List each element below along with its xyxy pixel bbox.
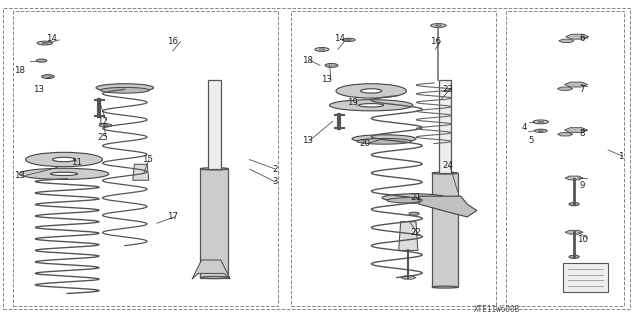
Polygon shape <box>557 87 573 90</box>
Ellipse shape <box>200 168 228 170</box>
Polygon shape <box>564 128 588 133</box>
Text: 20: 20 <box>359 139 371 148</box>
Text: 8: 8 <box>580 130 585 138</box>
Ellipse shape <box>361 89 381 93</box>
Polygon shape <box>208 80 221 169</box>
Ellipse shape <box>342 38 355 41</box>
Ellipse shape <box>538 130 543 131</box>
Text: 16: 16 <box>429 37 441 46</box>
Ellipse shape <box>569 255 579 258</box>
Polygon shape <box>565 176 583 180</box>
Ellipse shape <box>538 121 543 122</box>
Text: 1: 1 <box>618 152 623 161</box>
Text: XTE11W600B: XTE11W600B <box>474 305 520 314</box>
Text: 14: 14 <box>45 34 57 43</box>
Text: 4: 4 <box>522 123 527 132</box>
Ellipse shape <box>409 212 419 215</box>
Ellipse shape <box>99 124 112 127</box>
Ellipse shape <box>432 172 458 174</box>
Ellipse shape <box>100 87 149 93</box>
Text: 25: 25 <box>97 133 108 142</box>
Ellipse shape <box>52 157 76 162</box>
Polygon shape <box>559 39 574 42</box>
Polygon shape <box>401 276 416 279</box>
Text: 23: 23 <box>442 85 454 94</box>
Text: 13: 13 <box>33 85 44 94</box>
Ellipse shape <box>358 104 384 107</box>
Text: 3: 3 <box>273 177 278 186</box>
Polygon shape <box>557 133 573 136</box>
Ellipse shape <box>330 100 413 111</box>
Ellipse shape <box>382 194 446 202</box>
Polygon shape <box>133 164 149 180</box>
Ellipse shape <box>37 41 52 45</box>
Ellipse shape <box>19 168 109 179</box>
Ellipse shape <box>36 59 47 62</box>
Ellipse shape <box>534 129 547 132</box>
Ellipse shape <box>325 63 338 67</box>
Ellipse shape <box>26 152 102 167</box>
Text: 7: 7 <box>580 85 585 94</box>
Ellipse shape <box>315 48 329 51</box>
Ellipse shape <box>357 138 412 144</box>
Text: 13: 13 <box>301 136 313 145</box>
Polygon shape <box>192 260 230 279</box>
Ellipse shape <box>533 120 548 124</box>
Text: 13: 13 <box>321 75 332 84</box>
Polygon shape <box>566 34 589 39</box>
Text: 5: 5 <box>529 136 534 145</box>
Polygon shape <box>564 82 588 87</box>
Text: 17: 17 <box>167 212 179 221</box>
Text: 18: 18 <box>301 56 313 65</box>
Ellipse shape <box>42 42 47 44</box>
Text: 16: 16 <box>167 37 179 46</box>
Text: 21: 21 <box>410 193 422 202</box>
Ellipse shape <box>352 135 416 143</box>
Ellipse shape <box>432 286 458 288</box>
Ellipse shape <box>569 203 579 206</box>
Polygon shape <box>399 222 418 250</box>
Ellipse shape <box>436 25 441 26</box>
Polygon shape <box>565 230 583 234</box>
Ellipse shape <box>319 49 324 50</box>
Text: 19: 19 <box>347 98 357 107</box>
Text: 6: 6 <box>580 34 585 43</box>
Polygon shape <box>563 263 608 292</box>
Ellipse shape <box>387 197 442 203</box>
Text: 12: 12 <box>97 117 108 126</box>
Text: 13: 13 <box>13 171 25 180</box>
Text: 22: 22 <box>410 228 422 237</box>
Polygon shape <box>200 169 228 278</box>
Polygon shape <box>419 196 477 217</box>
Text: 2: 2 <box>273 165 278 174</box>
Text: 9: 9 <box>580 181 585 189</box>
Ellipse shape <box>336 84 406 98</box>
Ellipse shape <box>431 24 446 27</box>
Ellipse shape <box>96 84 154 92</box>
Ellipse shape <box>347 39 351 41</box>
Ellipse shape <box>200 277 228 278</box>
Text: 10: 10 <box>577 235 588 244</box>
Text: 11: 11 <box>71 158 83 167</box>
Ellipse shape <box>42 75 54 78</box>
Ellipse shape <box>51 172 77 175</box>
Polygon shape <box>439 80 451 173</box>
Polygon shape <box>432 173 458 287</box>
Text: 15: 15 <box>141 155 153 164</box>
Text: 18: 18 <box>13 66 25 75</box>
Ellipse shape <box>104 125 108 126</box>
Text: 24: 24 <box>442 161 454 170</box>
Text: 14: 14 <box>333 34 345 43</box>
